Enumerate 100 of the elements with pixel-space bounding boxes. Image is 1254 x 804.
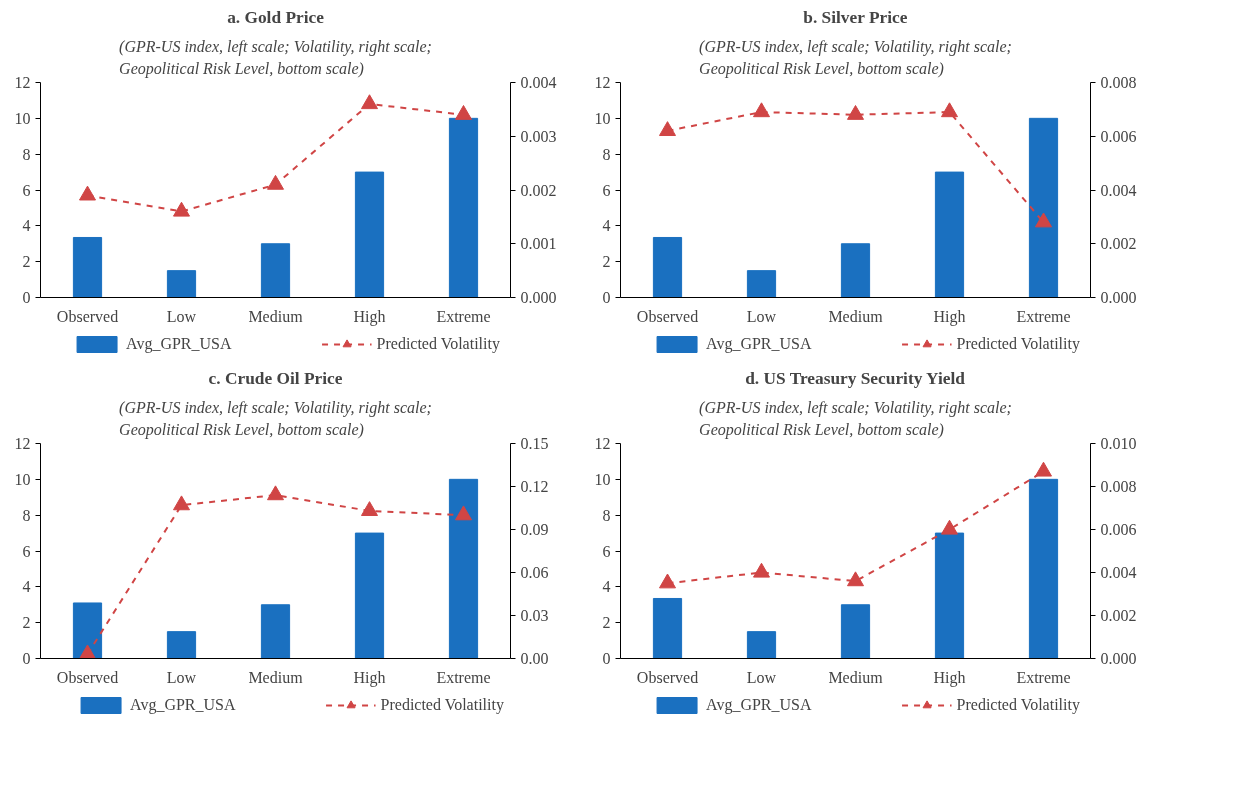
y-tick-label: 2 — [22, 614, 31, 632]
bar — [260, 604, 291, 659]
chart-title: c. Crude Oil Price — [208, 368, 343, 388]
y-tick-label: 6 — [22, 181, 31, 199]
x-tick-label: Medium — [828, 307, 884, 325]
bar — [652, 236, 683, 298]
chart-title: a. Gold Price — [227, 7, 325, 27]
x-tick-label: High — [353, 307, 386, 326]
y2-tick-label: 0.001 — [520, 235, 557, 253]
y-tick-label: 4 — [22, 217, 31, 235]
point — [267, 174, 284, 190]
x-tick-label: Extreme — [436, 307, 491, 325]
x-tick-label: Low — [746, 668, 777, 686]
y2-tick-label: 0.006 — [1100, 521, 1137, 538]
point — [941, 519, 958, 535]
x-tick-label: Low — [746, 307, 777, 325]
y-tick-label: 0 — [22, 289, 31, 306]
bar — [840, 604, 871, 659]
y2-tick-label: 0.03 — [520, 607, 549, 624]
y2-tick-label: 0.15 — [520, 435, 549, 452]
y-tick-label: 6 — [602, 181, 611, 199]
legend-label: Avg_GPR_USA — [706, 335, 812, 353]
point — [361, 501, 378, 516]
x-tick-label: Observed — [56, 307, 119, 325]
legend-label: Predicted Volatility — [380, 696, 504, 714]
bar — [934, 532, 965, 659]
bar — [166, 631, 197, 659]
y2-tick-label: 0.008 — [1100, 478, 1137, 495]
point — [1035, 212, 1052, 228]
point — [753, 562, 770, 578]
x-tick-label: Medium — [828, 668, 884, 686]
x-tick-label: Extreme — [1016, 307, 1071, 325]
y-tick-label: 0 — [602, 289, 611, 306]
legend-label: Predicted Volatility — [956, 696, 1080, 714]
y2-tick-label: 0.004 — [1100, 181, 1137, 199]
y2-tick-label: 0.004 — [1100, 564, 1137, 581]
y2-tick-label: 0.003 — [520, 127, 557, 145]
bar — [652, 597, 683, 659]
chart-subtitle: (GPR-US index, left scale; Volatility, right scale; Geopolitical Risk Level, bottom scale) — [699, 399, 1012, 440]
bar — [448, 478, 479, 659]
y2-tick-label: 0.000 — [1100, 650, 1137, 667]
point — [455, 105, 472, 120]
y-tick-label: 8 — [602, 506, 611, 524]
y-tick-label: 4 — [602, 217, 611, 235]
y-tick-label: 12 — [14, 435, 31, 452]
x-tick-label: Low — [166, 307, 197, 325]
x-tick-label: Low — [166, 668, 197, 686]
bar — [72, 602, 103, 659]
y-tick-label: 6 — [602, 542, 611, 560]
bar — [1028, 478, 1059, 659]
y-tick-label: 2 — [602, 614, 611, 632]
bar — [1028, 117, 1059, 298]
bar — [840, 243, 871, 298]
y2-tick-label: 0.010 — [1100, 435, 1137, 452]
y-tick-label: 6 — [22, 542, 31, 560]
bar — [746, 270, 777, 298]
y2-tick-label: 0.006 — [1100, 127, 1137, 145]
bar — [934, 171, 965, 298]
x-tick-label: Observed — [636, 307, 699, 325]
point — [659, 121, 676, 136]
y2-tick-label: 0.002 — [1100, 607, 1137, 624]
x-tick-label: High — [933, 668, 966, 687]
y-tick-label: 4 — [602, 578, 611, 596]
legend-label: Predicted Volatility — [376, 335, 500, 353]
y-tick-label: 8 — [22, 145, 31, 163]
chart-title: b. Silver Price — [803, 7, 908, 27]
chart-title: d. US Treasury Security Yield — [745, 368, 966, 388]
point — [79, 644, 96, 659]
y-tick-label: 4 — [22, 578, 31, 596]
y-tick-label: 2 — [602, 253, 611, 271]
legend-label: Avg_GPR_USA — [130, 696, 236, 714]
x-tick-label: Extreme — [1016, 668, 1071, 686]
point — [847, 105, 864, 120]
y-tick-label: 10 — [594, 470, 611, 488]
y2-tick-label: 0.008 — [1100, 74, 1137, 91]
point — [173, 495, 190, 511]
y-tick-label: 0 — [602, 650, 611, 667]
bar — [448, 117, 479, 298]
point — [173, 201, 190, 217]
point — [941, 102, 958, 118]
y2-tick-label: 0.06 — [520, 564, 549, 581]
y-tick-label: 0 — [22, 650, 31, 667]
bar — [72, 236, 103, 298]
bar — [746, 631, 777, 659]
y2-tick-label: 0.09 — [520, 521, 549, 538]
y-tick-label: 8 — [22, 506, 31, 524]
y-tick-label: 10 — [14, 470, 31, 488]
y2-tick-label: 0.00 — [520, 650, 549, 667]
legend-label: Avg_GPR_USA — [126, 335, 232, 353]
y2-tick-label: 0.004 — [520, 74, 557, 91]
chart-subtitle: (GPR-US index, left scale; Volatility, right scale; Geopolitical Risk Level, bottom scale) — [119, 399, 432, 440]
y-tick-label: 10 — [594, 109, 611, 127]
x-tick-label: Medium — [248, 668, 304, 686]
point — [847, 571, 864, 587]
y-tick-label: 12 — [594, 74, 611, 91]
y2-tick-label: 0.002 — [1100, 235, 1137, 253]
point — [659, 573, 676, 589]
legend-label: Predicted Volatility — [956, 335, 1080, 353]
bar — [354, 532, 385, 659]
x-tick-label: Medium — [248, 307, 304, 325]
